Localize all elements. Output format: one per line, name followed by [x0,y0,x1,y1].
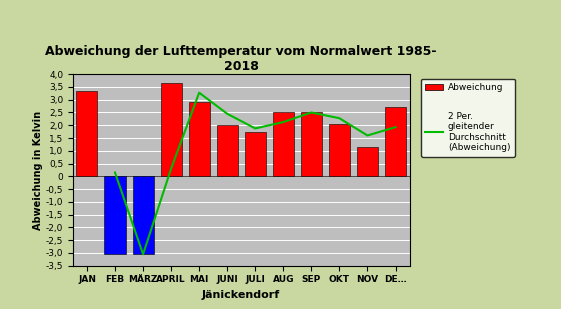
Bar [329,124,350,176]
Legend: Abweichung, 2 Per.
gleitender
Durchschnitt
(Abweichung): Abweichung, 2 Per. gleitender Durchschni… [421,79,515,157]
Title: Abweichung der Lufttemperatur vom Normalwert 1985-
2018: Abweichung der Lufttemperatur vom Normal… [45,45,437,73]
X-axis label: Jänickendorf: Jänickendorf [202,290,280,300]
Bar [160,83,182,176]
Bar [357,147,378,176]
Bar [301,112,322,176]
Y-axis label: Abweichung in Kelvin: Abweichung in Kelvin [33,110,43,230]
Bar [188,102,210,176]
Bar [217,125,238,176]
Bar [245,132,266,176]
Bar [132,176,154,254]
Bar [104,176,126,254]
Bar [385,107,406,176]
Bar [273,112,294,176]
Bar [76,91,98,176]
